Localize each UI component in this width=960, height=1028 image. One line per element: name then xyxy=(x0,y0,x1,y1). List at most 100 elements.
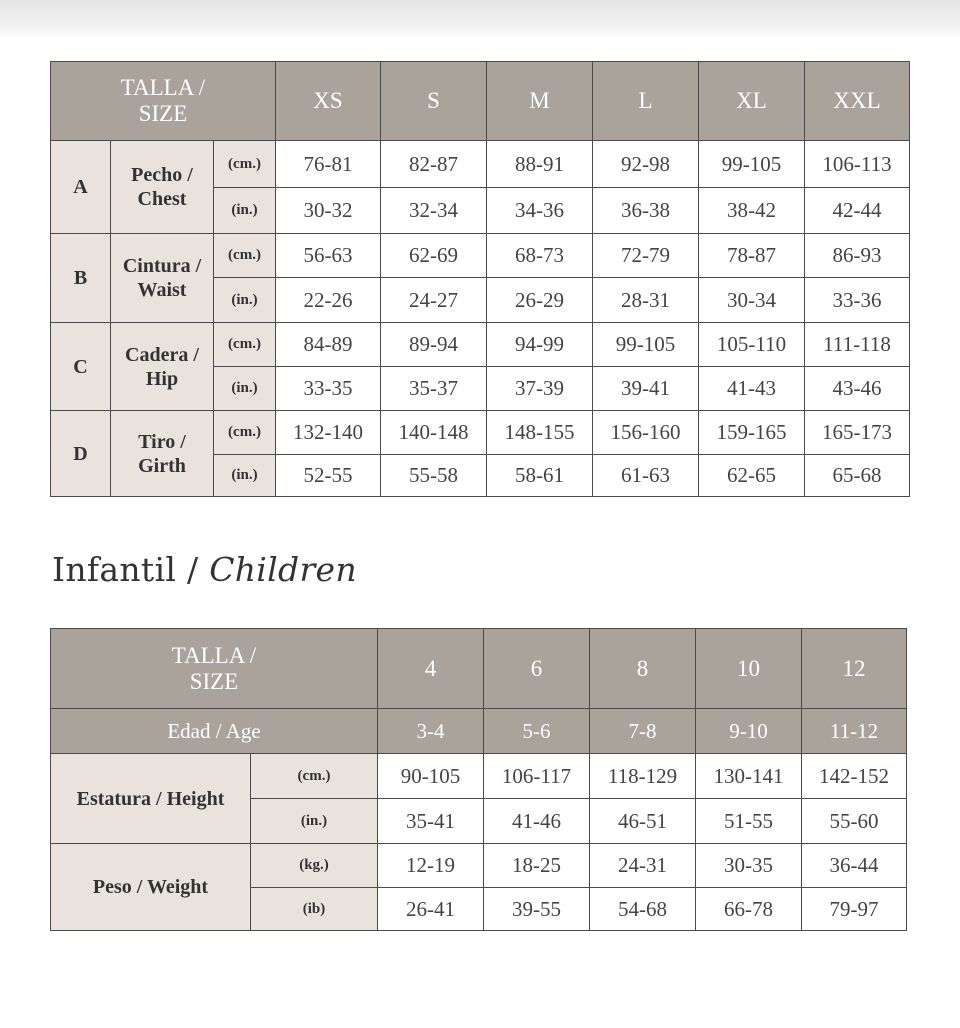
size-value-text: 106-117 xyxy=(501,763,572,788)
size-value-text: 26-29 xyxy=(515,287,564,312)
age-value: 5-6 xyxy=(483,708,590,754)
size-value: 30-35 xyxy=(695,843,802,888)
size-value-text: 39-41 xyxy=(621,376,670,400)
size-value: 55-58 xyxy=(380,454,487,497)
size-value: 99-105 xyxy=(698,140,805,188)
unit-label: (in.) xyxy=(213,187,276,234)
size-column-header: XS xyxy=(275,61,381,141)
age-value: 11-12 xyxy=(801,708,907,754)
size-value: 30-32 xyxy=(275,187,381,234)
size-value-text: 38-42 xyxy=(727,198,776,222)
size-value-text: 36-44 xyxy=(829,853,879,877)
size-value: 82-87 xyxy=(380,140,487,188)
size-column-header: M xyxy=(486,61,593,141)
age-label: Edad / Age xyxy=(50,708,378,754)
unit-label: (cm.) xyxy=(213,410,276,455)
size-value: 130-141 xyxy=(695,753,802,799)
unit-label: (cm.) xyxy=(213,233,276,278)
size-value-text: 76-81 xyxy=(303,151,353,176)
age-value-text: 3-4 xyxy=(416,719,445,743)
size-value: 34-36 xyxy=(486,187,593,234)
size-value-text: 82-87 xyxy=(409,151,458,176)
size-value-text: 22-26 xyxy=(303,287,353,312)
size-column-header: XXL xyxy=(804,61,910,141)
size-column-header-text: 8 xyxy=(636,655,649,681)
size-value-text: 78-87 xyxy=(727,243,776,267)
size-value: 92-98 xyxy=(592,140,699,188)
size-value: 159-165 xyxy=(698,410,805,455)
size-column-header-text: XXL xyxy=(833,88,881,113)
size-value-text: 43-46 xyxy=(832,376,882,400)
size-value: 18-25 xyxy=(483,843,590,888)
size-value: 55-60 xyxy=(801,798,907,844)
size-column-header-text: 6 xyxy=(530,655,543,681)
size-value: 65-68 xyxy=(804,454,910,497)
row-letter-text: B xyxy=(73,267,88,289)
size-value: 12-19 xyxy=(377,843,484,888)
size-value-text: 156-160 xyxy=(610,420,681,444)
measure-label: Pecho / Chest xyxy=(110,140,214,234)
age-label-text: Edad / Age xyxy=(167,719,261,743)
size-value: 90-105 xyxy=(377,753,484,799)
size-value: 76-81 xyxy=(275,140,381,188)
unit-label-text: (in.) xyxy=(231,202,258,218)
size-value: 32-34 xyxy=(380,187,487,234)
size-value: 22-26 xyxy=(275,277,381,323)
size-value-text: 26-41 xyxy=(406,896,455,921)
size-value-text: 46-51 xyxy=(618,808,667,833)
size-value: 56-63 xyxy=(275,233,381,278)
age-value-text: 11-12 xyxy=(829,719,879,743)
size-value-text: 159-165 xyxy=(716,420,787,444)
size-value: 37-39 xyxy=(486,366,593,411)
size-header-text: TALLA / SIZE xyxy=(120,75,206,126)
size-value: 39-41 xyxy=(592,366,699,411)
size-value-text: 94-99 xyxy=(515,332,564,356)
size-value: 41-43 xyxy=(698,366,805,411)
size-value: 26-41 xyxy=(377,887,484,931)
age-value: 7-8 xyxy=(589,708,696,754)
size-value-text: 24-31 xyxy=(618,853,667,877)
size-value-text: 32-34 xyxy=(409,198,458,222)
children-heading: Infantil / Children xyxy=(52,550,357,589)
size-value-text: 56-63 xyxy=(303,243,353,267)
heading-emphasis: Children xyxy=(209,550,357,589)
age-value-text: 7-8 xyxy=(628,719,657,743)
size-value: 79-97 xyxy=(801,887,907,931)
size-header-text: TALLA / SIZE xyxy=(171,642,257,694)
size-column-header-text: M xyxy=(529,88,550,113)
size-value: 88-91 xyxy=(486,140,593,188)
size-value: 26-29 xyxy=(486,277,593,323)
heading-text: Infantil / xyxy=(52,550,210,589)
measure-label: Cintura / Waist xyxy=(110,233,214,323)
size-value-text: 54-68 xyxy=(618,896,667,921)
size-value-text: 33-35 xyxy=(303,376,353,400)
measure-label: Tiro / Girth xyxy=(110,410,214,497)
size-value: 142-152 xyxy=(801,753,907,799)
size-column-header-text: XS xyxy=(313,88,343,113)
size-value: 78-87 xyxy=(698,233,805,278)
size-value: 54-68 xyxy=(589,887,696,931)
size-value-text: 34-36 xyxy=(515,198,564,222)
unit-label-text: (ib) xyxy=(302,900,326,917)
size-value: 30-34 xyxy=(698,277,805,323)
size-value-text: 36-38 xyxy=(621,198,670,222)
size-value-text: 88-91 xyxy=(515,151,564,176)
size-value-text: 30-32 xyxy=(303,198,353,222)
size-value-text: 33-36 xyxy=(832,287,882,312)
size-header: TALLA / SIZE xyxy=(50,628,378,709)
size-value: 33-35 xyxy=(275,366,381,411)
unit-label: (cm.) xyxy=(213,140,276,188)
size-value-text: 99-105 xyxy=(721,151,782,176)
row-letter-text: A xyxy=(73,176,88,198)
measure-label-text: Estatura / Height xyxy=(76,787,225,810)
size-value: 68-73 xyxy=(486,233,593,278)
top-band xyxy=(0,0,960,40)
size-value-text: 41-43 xyxy=(727,376,776,400)
size-value: 24-31 xyxy=(589,843,696,888)
size-value-text: 105-110 xyxy=(716,332,787,356)
unit-label: (in.) xyxy=(213,454,276,497)
unit-label-text: (in.) xyxy=(231,380,258,396)
size-value-text: 65-68 xyxy=(832,463,882,487)
unit-label-text: (cm.) xyxy=(297,767,331,784)
